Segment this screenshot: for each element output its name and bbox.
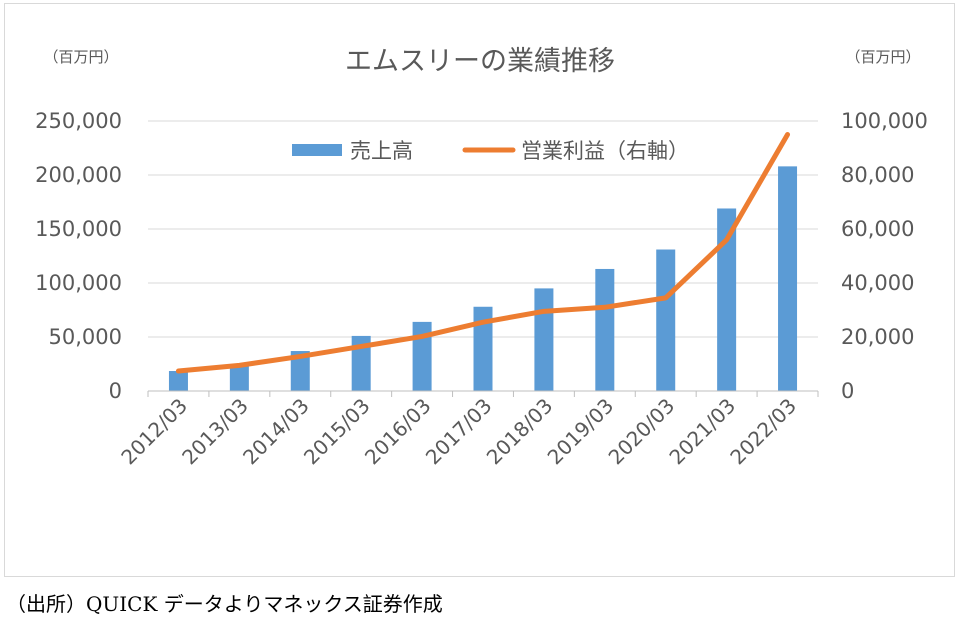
right-tick-label: 40,000: [841, 271, 914, 295]
bar-売上高: [229, 364, 249, 391]
left-tick-label: 50,000: [49, 325, 122, 349]
legend-label-bar: 売上高: [350, 139, 413, 163]
x-tick-label: 2016/03: [360, 394, 436, 470]
bar-売上高: [168, 371, 188, 391]
x-tick-label: 2019/03: [543, 394, 619, 470]
right-tick-label: 60,000: [841, 217, 914, 241]
legend-swatch-bar: [292, 144, 342, 156]
x-tick-label: 2018/03: [482, 394, 558, 470]
x-tick-label: 2017/03: [421, 394, 497, 470]
x-tick-label: 2013/03: [177, 394, 253, 470]
right-tick-label: 100,000: [841, 109, 928, 133]
x-tick-label: 2020/03: [604, 394, 680, 470]
bar-売上高: [595, 268, 615, 391]
legend-label-line: 営業利益（右軸）: [521, 139, 689, 163]
x-tick-label: 2015/03: [299, 394, 375, 470]
bar-売上高: [778, 166, 798, 391]
left-tick-label: 200,000: [35, 163, 122, 187]
source-note: （出所）QUICK データよりマネックス証券作成: [6, 592, 443, 616]
right-tick-label: 0: [841, 379, 854, 403]
right-tick-label: 80,000: [841, 163, 914, 187]
combo-chart: エムスリーの業績推移 （百万円） （百万円） 0 50,000 100,000 150,00…: [35, 46, 928, 470]
x-tick-label: 2014/03: [238, 394, 314, 470]
left-axis-unit: （百万円）: [43, 48, 118, 66]
x-tick-label: 2012/03: [116, 394, 192, 470]
left-tick-label: 150,000: [35, 217, 122, 241]
right-tick-label: 20,000: [841, 325, 914, 349]
bar-売上高: [717, 208, 737, 391]
chart-title: エムスリーの業績推移: [345, 46, 615, 77]
bar-売上高: [290, 351, 310, 391]
chart-frame: エムスリーの業績推移 （百万円） （百万円） 0 50,000 100,000 150,00…: [4, 3, 955, 577]
bar-売上高: [412, 321, 432, 391]
left-tick-label: 250,000: [35, 109, 122, 133]
x-tick-label: 2022/03: [725, 394, 801, 470]
bar-売上高: [534, 288, 554, 391]
left-tick-label: 100,000: [35, 271, 122, 295]
bar-売上高: [656, 249, 676, 391]
right-axis-unit: （百万円）: [845, 48, 920, 66]
bar-売上高: [473, 306, 493, 391]
x-tick-label: 2021/03: [664, 394, 740, 470]
left-tick-label: 0: [109, 379, 122, 403]
